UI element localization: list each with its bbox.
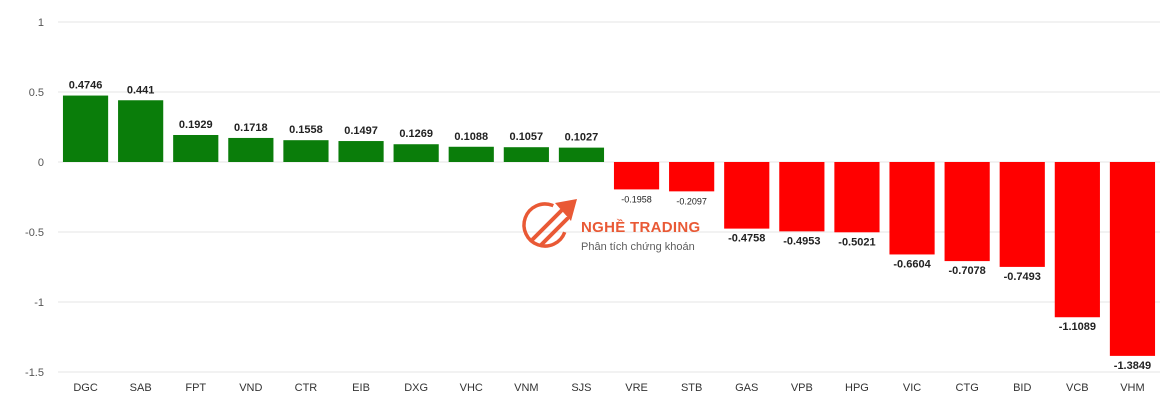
data-label: -0.7493 [1004, 271, 1041, 283]
data-label: -0.7078 [948, 265, 985, 277]
data-label: -1.1089 [1059, 321, 1096, 333]
bar-dgc [62, 95, 109, 162]
x-tick-label: DGC [73, 382, 98, 394]
x-tick-label: SAB [130, 382, 152, 394]
bar-bid [999, 162, 1045, 267]
bar-ctr [283, 140, 329, 162]
x-axis-ticks: DGC SAB FPT VND CTR EIB DXG VHC VNM SJS VRE STB GAS V… [73, 382, 1144, 394]
data-label: -0.4953 [783, 235, 820, 247]
watermark-title: NGHỀ TRADING [581, 219, 700, 236]
data-label: 0.1497 [344, 125, 378, 137]
data-label: 0.441 [127, 84, 155, 96]
x-tick-label: CTG [956, 382, 979, 394]
data-labels: 0.4746 0.441 0.1929 0.1718 0.1558 0.1497 0.126… [69, 80, 1151, 372]
x-tick-label: CTR [295, 382, 318, 394]
x-tick-label: GAS [735, 382, 758, 394]
bar-sab [118, 100, 164, 162]
bar-gas [724, 162, 770, 229]
y-axis-ticks: 1 0.5 0 -0.5 -1 -1.5 [25, 17, 44, 379]
data-label: -0.2097 [676, 196, 707, 206]
bar-vpb [779, 162, 825, 232]
data-label: 0.1269 [399, 128, 433, 140]
data-label: -0.4758 [728, 233, 765, 245]
x-tick-label: HPG [845, 382, 869, 394]
data-label: -0.1958 [621, 194, 652, 204]
bar-hpg [834, 162, 880, 233]
x-tick-label: VND [239, 382, 262, 394]
x-tick-label: VNM [514, 382, 538, 394]
bar-stb [669, 162, 715, 192]
data-label: 0.4746 [69, 80, 103, 92]
y-tick-label: 0 [38, 157, 44, 169]
bar-fpt [173, 134, 219, 162]
data-label: 0.1088 [454, 131, 488, 143]
x-tick-label: BID [1013, 382, 1031, 394]
data-label: -0.5021 [838, 236, 875, 248]
watermark-subtitle: Phân tích chứng khoán [581, 241, 695, 253]
x-tick-label: VHC [460, 382, 483, 394]
x-tick-label: SJS [571, 382, 591, 394]
data-label: 0.1718 [234, 122, 268, 134]
x-tick-label: VHM [1120, 382, 1144, 394]
x-tick-label: FPT [185, 382, 206, 394]
data-label: 0.1558 [289, 124, 323, 136]
data-label: 0.1929 [179, 119, 213, 131]
gridlines [58, 21, 1160, 373]
data-label: 0.1027 [565, 132, 599, 144]
bars [62, 95, 1156, 356]
x-tick-label: VCB [1066, 382, 1089, 394]
x-tick-label: VRE [625, 382, 648, 394]
bar-vhc [448, 146, 494, 162]
x-tick-label: VPB [791, 382, 813, 394]
x-tick-label: STB [681, 382, 702, 394]
x-tick-label: DXG [404, 382, 428, 394]
watermark: NGHỀ TRADING Phân tích chứng khoán [522, 199, 700, 253]
bar-eib [338, 141, 384, 162]
bar-vhm [1109, 162, 1156, 356]
bar-vcb [1054, 162, 1100, 318]
bar-vic [889, 162, 935, 255]
data-label: -1.3849 [1114, 360, 1151, 372]
bar-vnd [228, 137, 274, 162]
trading-logo-icon [522, 199, 577, 248]
y-tick-label: -1.5 [25, 367, 44, 379]
y-tick-label: 1 [38, 17, 44, 29]
bar-dxg [393, 144, 439, 162]
data-label: -0.6604 [893, 258, 931, 270]
y-tick-label: -1 [34, 297, 44, 309]
bar-vre [613, 162, 660, 190]
y-tick-label: -0.5 [25, 227, 44, 239]
x-tick-label: EIB [352, 382, 370, 394]
bar-ctg [944, 162, 990, 262]
y-tick-label: 0.5 [29, 87, 44, 99]
x-tick-label: VIC [903, 382, 921, 394]
bar-vnm [503, 147, 549, 162]
data-label: 0.1057 [510, 131, 544, 143]
bar-sjs [558, 147, 605, 162]
